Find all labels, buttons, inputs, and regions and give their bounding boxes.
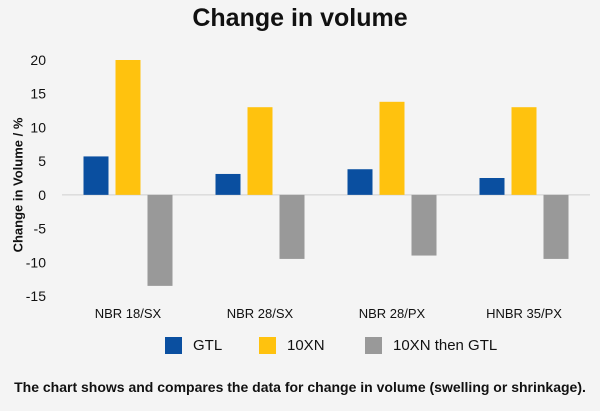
y-tick-label: 5	[38, 153, 46, 169]
legend-item-10xn-then-gtl: 10XN then GTL	[365, 337, 497, 354]
x-tick-label: NBR 28/SX	[227, 306, 294, 321]
bar-gtl-4	[479, 178, 505, 195]
legend-swatch-gtl	[165, 337, 182, 354]
bar-gtl-1	[83, 156, 109, 195]
bar-10xn-then-gtl-2	[279, 194, 305, 259]
x-tick-label: HNBR 35/PX	[486, 306, 562, 321]
y-tick-label: 15	[30, 86, 46, 102]
y-tick-label: -10	[26, 254, 46, 270]
bar-10xn-then-gtl-4	[543, 194, 569, 259]
bar-10xn-1	[115, 60, 141, 195]
legend-swatch-10xn-then-gtl	[365, 337, 382, 354]
bar-10xn-3	[379, 101, 405, 195]
legend-label-10xn-then-gtl: 10XN then GTL	[393, 337, 498, 354]
x-tick-label: NBR 28/PX	[359, 306, 426, 321]
legend-swatch-10xn	[259, 337, 276, 354]
legend-item-10xn: 10XN	[259, 337, 325, 354]
legend-item-gtl: GTL	[165, 337, 222, 354]
y-tick-label: 20	[30, 52, 46, 68]
legend: GTL 10XN 10XN then GTL	[0, 337, 600, 359]
bar-10xn-then-gtl-3	[411, 194, 437, 256]
bar-10xn-2	[247, 107, 273, 195]
chart-title: Change in volume	[192, 4, 408, 32]
bar-gtl-2	[215, 173, 241, 195]
bar-10xn-4	[511, 107, 537, 195]
y-tick-label: 0	[38, 187, 46, 203]
y-tick-label: 10	[30, 119, 46, 135]
y-tick-label: -5	[34, 221, 47, 237]
legend-label-10xn: 10XN	[287, 337, 325, 354]
x-tick-label: NBR 18/SX	[95, 306, 162, 321]
chart-caption: The chart shows and compares the data fo…	[14, 379, 586, 395]
legend-label-gtl: GTL	[193, 337, 223, 354]
bar-10xn-then-gtl-1	[147, 194, 173, 286]
y-tick-label: -15	[26, 288, 46, 304]
bar-gtl-3	[347, 169, 373, 195]
